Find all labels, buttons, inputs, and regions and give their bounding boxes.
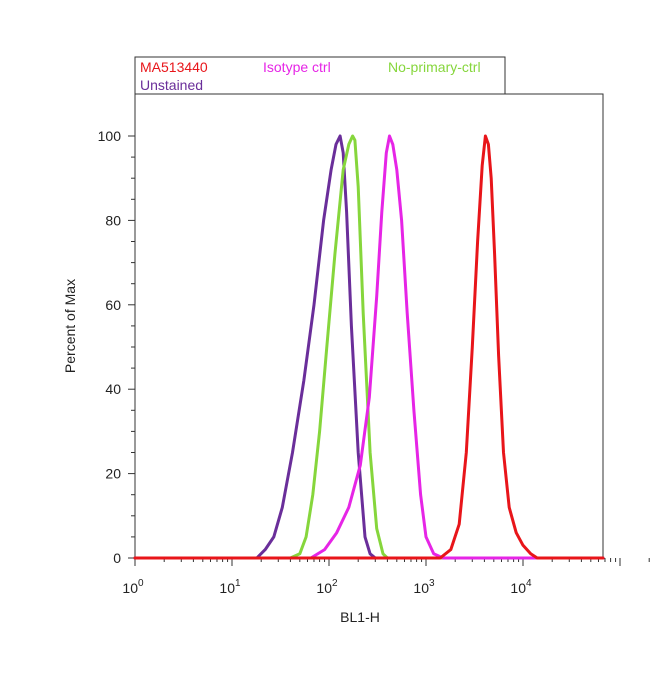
axis-layer: 0 20 40 60 80 100 100 101 102 103 104 <box>98 128 650 596</box>
x-tick-label: 103 <box>413 578 435 596</box>
legend-entry: No-primary-ctrl <box>388 59 481 75</box>
series-line-isotype-ctrl <box>133 134 605 560</box>
series-line-unstained <box>133 134 605 560</box>
series-line-ma513440 <box>133 134 605 560</box>
legend: MA513440 Isotype ctrl No-primary-ctrl Unsta… <box>140 59 481 93</box>
y-tick-label: 60 <box>105 297 121 313</box>
legend-entry: Unstained <box>140 77 203 93</box>
x-tick-label: 101 <box>219 578 241 596</box>
y-tick-label: 20 <box>105 466 121 482</box>
x-tick-label: 102 <box>316 578 338 596</box>
x-axis-label: BL1-H <box>340 609 380 625</box>
y-tick-label: 40 <box>105 381 121 397</box>
series-line-no-primary-ctrl <box>133 134 605 560</box>
y-axis-label: Percent of Max <box>62 279 78 373</box>
series-layer <box>133 134 605 560</box>
y-tick-label: 0 <box>113 550 121 566</box>
x-tick-label: 100 <box>122 578 144 596</box>
y-tick-label: 100 <box>98 128 122 144</box>
plot-frame <box>134 93 604 559</box>
legend-entry: MA513440 <box>140 59 208 75</box>
y-tick-label: 80 <box>105 212 121 228</box>
legend-box <box>134 56 506 95</box>
legend-entry: Isotype ctrl <box>263 59 331 75</box>
x-tick-label: 104 <box>510 578 532 596</box>
